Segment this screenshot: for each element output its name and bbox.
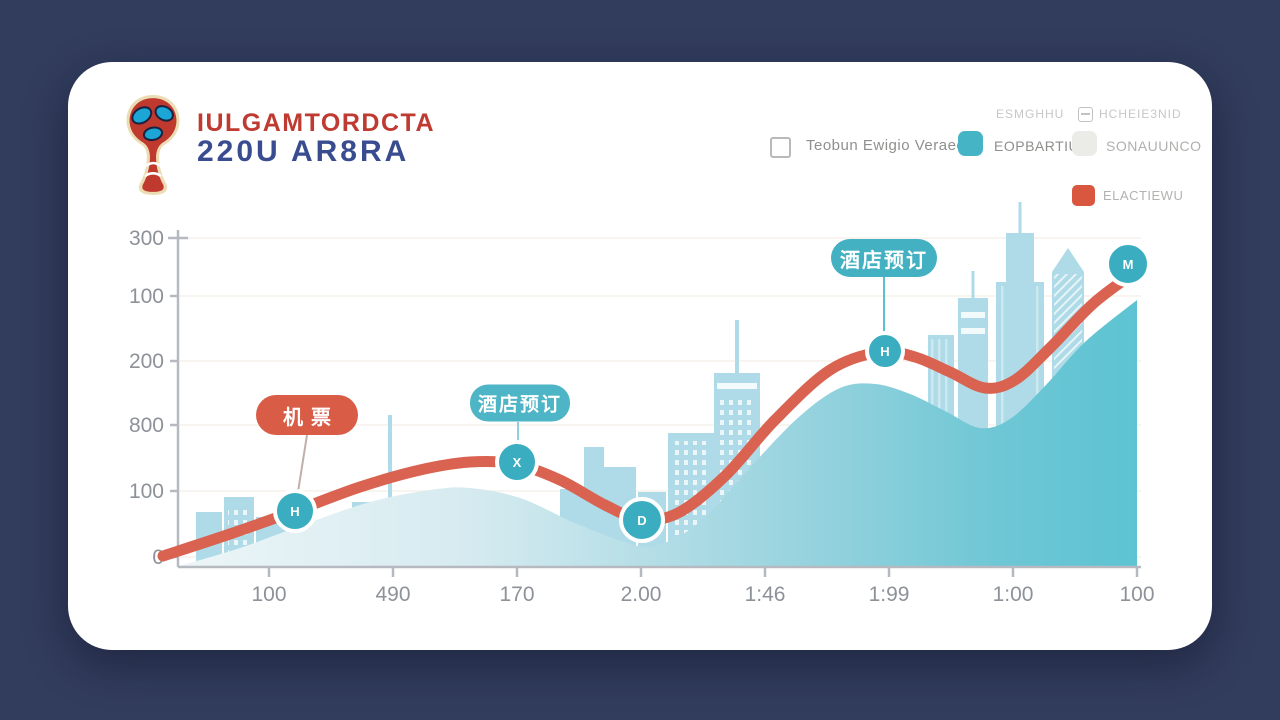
minus-box-icon[interactable]: [1078, 107, 1093, 122]
legend-checkbox-label: Teobun Ewigio Veraeode: [806, 137, 983, 154]
legend-mini-right-label: HCHEIE3NID: [1099, 107, 1182, 121]
legend-gray-swatch[interactable]: [1072, 131, 1097, 156]
legend-red-swatch[interactable]: [1072, 185, 1095, 206]
legend-teal-label: EOPBARTIUO: [994, 138, 1091, 154]
callout-flight-ticket: 机票: [256, 395, 358, 435]
callout-hotel-booking-1: 酒店预订: [470, 384, 570, 422]
logo-line2: 220U AR8RA: [197, 135, 410, 168]
callout-hotel-booking-2: 酒店预订: [831, 239, 937, 277]
legend-red-label: ELACTIEWU: [1103, 188, 1184, 203]
legend-mini-left-label: ESMGHHU: [996, 107, 1065, 121]
logo-line1: IULGAMTORDCTA: [197, 109, 435, 137]
legend-gray-label: SONAUUNCO: [1106, 138, 1202, 154]
legend-checkbox[interactable]: [770, 137, 791, 158]
world-cup-trophy-icon: [126, 95, 180, 195]
legend-teal-swatch[interactable]: [958, 131, 983, 156]
logo-wordmark: IULGAMTORDCTA 220U AR8RA: [197, 110, 435, 167]
